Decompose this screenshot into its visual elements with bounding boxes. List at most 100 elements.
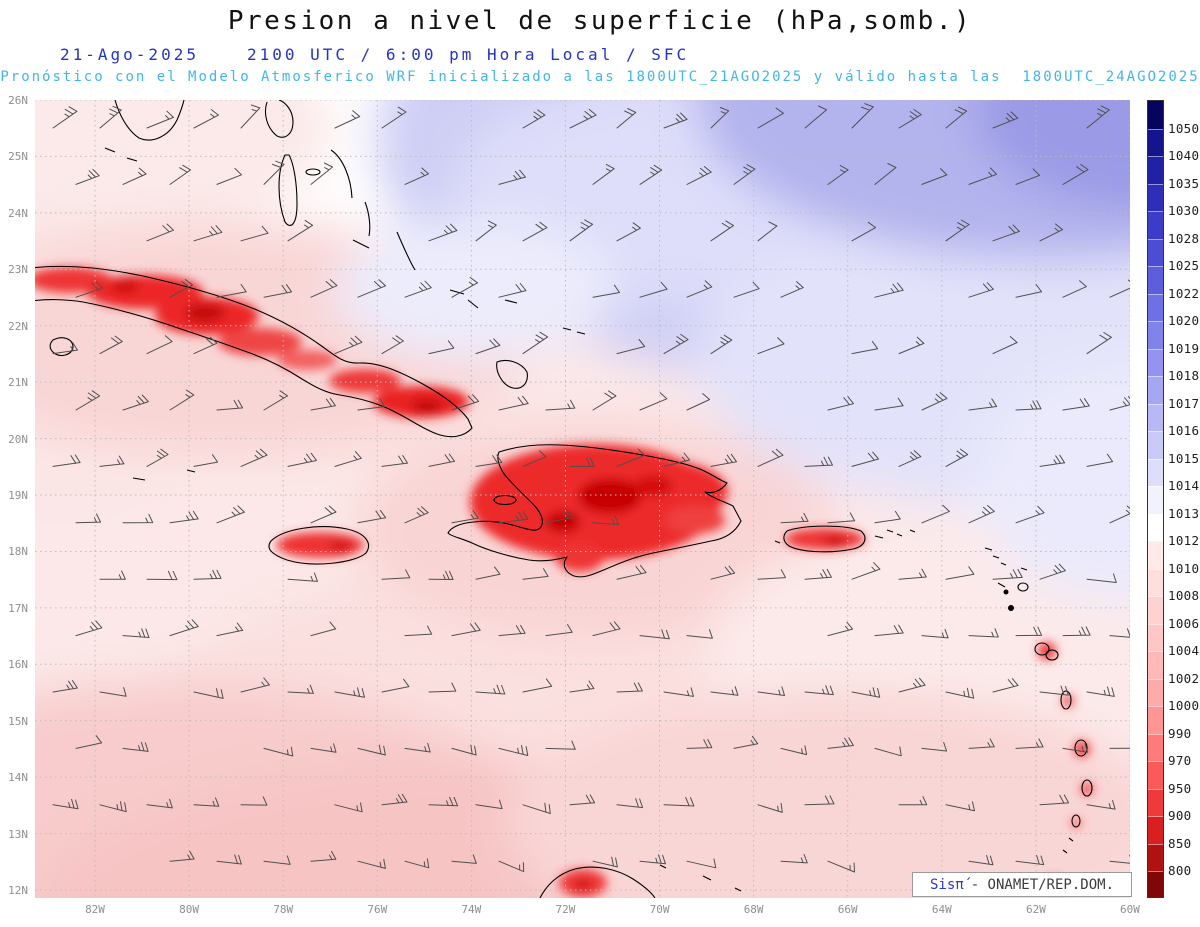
colorbar-cell — [1148, 128, 1163, 157]
wind-barb — [381, 106, 407, 129]
wind-barb — [522, 450, 547, 467]
wind-barb — [475, 454, 503, 467]
wind-barb — [122, 628, 150, 638]
wind-barb — [1039, 563, 1066, 580]
lat-label: 22N — [8, 319, 28, 333]
wind-barb — [216, 168, 242, 185]
wind-barb — [334, 802, 363, 813]
wind-barb — [921, 168, 948, 185]
wind-barb — [1039, 454, 1066, 467]
datetime-line: 21-Ago-2025 2100 UTC / 6:00 pm Hora Local… — [60, 45, 689, 64]
wind-barb — [592, 390, 617, 411]
wind-barb — [592, 856, 618, 868]
wind-barb — [1015, 284, 1042, 298]
wind-barb — [545, 740, 576, 750]
wind-barb — [733, 164, 756, 185]
wind-barb — [710, 686, 739, 696]
wind-barb — [1015, 400, 1042, 411]
wind-barb — [780, 281, 804, 298]
wind-barb — [569, 457, 595, 467]
colorbar-cell — [1148, 843, 1163, 872]
wind-barb — [498, 395, 529, 411]
colorbar-cell — [1148, 458, 1163, 487]
wind-barb — [1039, 685, 1069, 696]
colorbar-cell — [1148, 211, 1163, 239]
wind-barb — [616, 798, 644, 809]
colorbar-label: 1028 — [1168, 230, 1200, 246]
wind-barb — [146, 570, 178, 581]
wind-barb — [216, 399, 244, 411]
colorbar-cell — [1148, 183, 1163, 212]
wind-barb — [804, 685, 834, 696]
colorbar-label: 1035 — [1168, 175, 1200, 191]
wind-barb — [1086, 800, 1116, 810]
latitude-axis: 26N 25N 24N 23N 22N 21N 20N 19N 18N 17N 16N 15N 14N 1… — [0, 94, 31, 898]
wind-barb — [921, 392, 948, 411]
colorbar-cell — [1148, 293, 1163, 322]
wind-barb — [193, 797, 220, 807]
wind-barb — [122, 513, 154, 524]
wind-barb — [404, 167, 429, 185]
colorbar-cell — [1148, 101, 1163, 129]
abc-islands — [659, 864, 742, 892]
wind-barb — [1015, 505, 1045, 524]
wind-barb — [451, 622, 481, 637]
colorbar-cell — [1148, 568, 1163, 597]
thermal-low-shading — [35, 267, 1093, 897]
wind-barb — [240, 796, 268, 806]
wind-barb — [1062, 743, 1088, 753]
lat-label: 19N — [8, 489, 28, 502]
wind-barb — [193, 225, 223, 242]
wind-barb — [874, 510, 901, 524]
wind-barb — [216, 854, 242, 865]
wind-barb — [616, 108, 637, 129]
wind-barb — [686, 629, 713, 639]
virgin-islands — [774, 529, 916, 544]
colorbar-label: 1002 — [1168, 670, 1200, 686]
wind-barb — [592, 163, 615, 185]
wind-barb — [334, 110, 361, 129]
wind-barb — [663, 797, 695, 807]
wind-barb — [122, 741, 149, 752]
colorbar-labels: 1050 1040 1035 1030 1028 1025 1022 1020 1019 1018… — [1168, 100, 1200, 898]
bahamas-coastline — [264, 100, 586, 389]
colorbar-label: 970 — [1168, 753, 1192, 769]
wind-barb — [357, 279, 386, 298]
wind-barb — [992, 336, 1018, 355]
wind-barb — [240, 104, 261, 129]
wind-barb — [757, 569, 786, 580]
wind-barb — [287, 219, 314, 242]
lon-label: 68W — [743, 903, 764, 916]
colorbar-label: 1013 — [1168, 505, 1200, 521]
colorbar-cell — [1148, 238, 1163, 267]
colorbar-label: 1025 — [1168, 258, 1200, 274]
wind-barb — [498, 511, 529, 524]
wind-barb — [851, 451, 879, 467]
lon-label: 78W — [273, 903, 294, 916]
wind-barb — [1015, 168, 1041, 185]
colorbar-label: 800 — [1168, 863, 1192, 879]
wind-barb — [710, 453, 737, 467]
colorbar-label: 1008 — [1168, 588, 1200, 604]
wind-barb — [592, 621, 621, 637]
wind-barb — [780, 512, 809, 524]
wind-barb — [968, 282, 994, 298]
wind-barb — [146, 335, 173, 355]
wind-barb — [99, 801, 127, 813]
wind-barb — [169, 619, 199, 637]
wind-barb — [498, 860, 525, 873]
jamaica-coastline — [268, 526, 370, 565]
wind-barb — [381, 455, 408, 467]
wind-barb — [898, 677, 926, 693]
wind-barb — [710, 334, 733, 355]
wind-barb — [945, 106, 968, 129]
colorbar-label: 900 — [1168, 808, 1192, 824]
colorbar-label: 1015 — [1168, 450, 1200, 466]
wind-barb — [1086, 686, 1115, 697]
colorbar-label: 990 — [1168, 725, 1192, 741]
wind-barb — [381, 678, 410, 693]
wind-barb — [851, 221, 877, 242]
cayman-islands — [132, 469, 196, 481]
wind-barb — [639, 281, 668, 298]
wind-barb — [193, 454, 219, 467]
